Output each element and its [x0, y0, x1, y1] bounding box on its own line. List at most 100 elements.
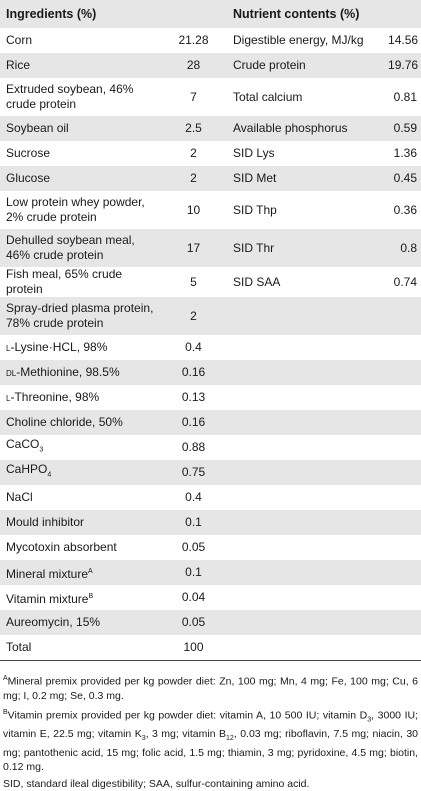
- ingredient-amount: 0.75: [160, 460, 228, 485]
- table-row: Rice 28 Crude protein 19.76: [0, 53, 421, 78]
- table-row: l-Threonine, 98% 0.13: [0, 385, 421, 410]
- nutrient-name: [227, 485, 382, 510]
- ingredient-name: Choline chloride, 50%: [0, 410, 160, 435]
- table-row: Mould inhibitor 0.1: [0, 510, 421, 535]
- ingredient-name: Corn: [6, 33, 33, 47]
- ingredient-amount: 0.1: [160, 510, 228, 535]
- ingredient-name: Mould inhibitor: [0, 510, 160, 535]
- footnote-abbreviations: SID, standard ileal digestibility; SAA, …: [3, 778, 310, 791]
- table-row: CaHPO4 0.75: [0, 460, 421, 485]
- ingredient-amount: 0.4: [185, 490, 202, 504]
- nutrient-value: [382, 510, 421, 535]
- nutrient-value: 0.8: [382, 229, 421, 267]
- nutrient-value: 0.81: [393, 89, 418, 104]
- ingredient-amount: 0.04: [181, 590, 206, 604]
- table-row: Dehulled soybean meal, 46% crude protein…: [0, 229, 421, 267]
- nutrient-name: [227, 585, 382, 610]
- nutrient-value: 0.45: [382, 166, 421, 191]
- table-row: Choline chloride, 50% 0.16: [0, 410, 421, 435]
- table-row: Mycotoxin absorbent 0.05: [0, 535, 421, 560]
- table-footnotes: AMineral premix provided per kg powder d…: [0, 661, 421, 791]
- table-row: Glucose 2 SID Met 0.45: [0, 166, 421, 191]
- ingredient-amount: 0.1: [160, 560, 228, 585]
- nutrient-value: 19.76: [382, 53, 421, 78]
- nutrient-name: [227, 510, 383, 535]
- nutrient-name: [227, 385, 382, 410]
- ingredient-name: NaCl: [6, 490, 33, 504]
- nutrient-name: SID Thr: [227, 229, 383, 267]
- nutrient-name: Digestible energy, MJ/kg: [233, 33, 364, 47]
- ingredient-amount: 0.16: [160, 360, 228, 385]
- ingredient-name: Total: [0, 635, 160, 661]
- nutrient-value: [382, 560, 421, 585]
- nutrient-name: [227, 635, 383, 661]
- ingredient-name: Glucose: [0, 166, 160, 191]
- ingredient-amount: 0.13: [181, 390, 206, 404]
- table-row: Corn 21.28 Digestible energy, MJ/kg 14.5…: [0, 28, 421, 53]
- ingredient-amount: 0.16: [160, 410, 228, 435]
- table-row: Aureomycin, 15% 0.05: [0, 610, 421, 635]
- nutrient-value: [382, 610, 421, 635]
- ingredient-name: CaCO3: [6, 437, 44, 454]
- nutrients-header: Nutrient contents (%): [227, 0, 421, 28]
- ingredient-amount: 21.28: [178, 33, 209, 47]
- ingredient-name: Spray-dried plasma protein, 78% crude pr…: [0, 297, 160, 335]
- ingredient-amount: 100: [160, 635, 228, 661]
- nutrient-value: 0.36: [393, 202, 418, 217]
- nutrient-name: Available phosphorus: [227, 116, 383, 141]
- ingredient-amount: 17: [160, 229, 228, 267]
- ingredients-header: Ingredients (%): [0, 0, 228, 28]
- ingredient-amount: 28: [160, 53, 228, 78]
- nutrient-value: 0.74: [393, 274, 418, 289]
- table-row: Spray-dried plasma protein, 78% crude pr…: [0, 297, 421, 335]
- nutrient-name: [227, 297, 383, 335]
- footnote-mineral: AMineral premix provided per kg powder d…: [3, 675, 418, 702]
- ingredient-amount: 2: [190, 146, 197, 160]
- ingredient-amount: 0.05: [181, 540, 206, 554]
- nutrient-value: [382, 410, 421, 435]
- table-row: Vitamin mixtureB 0.04: [0, 585, 421, 610]
- table-row: CaCO3 0.88: [0, 435, 421, 460]
- nutrient-name: Total calcium: [233, 89, 303, 104]
- header-row: Ingredients (%) Nutrient contents (%): [0, 0, 421, 28]
- ingredient-name: Vitamin mixtureB: [6, 591, 94, 606]
- nutrient-value: [382, 635, 421, 661]
- nutrient-name: SID Lys: [233, 146, 275, 160]
- ingredient-name: l-Threonine, 98%: [6, 390, 100, 404]
- nutrient-name: SID Thp: [233, 202, 277, 217]
- nutrient-value: [382, 297, 421, 335]
- nutrient-name: [227, 335, 382, 360]
- table-row: Soybean oil 2.5 Available phosphorus 0.5…: [0, 116, 421, 141]
- ingredient-name: Fish meal, 65% crude protein: [6, 267, 123, 296]
- ingredient-name: Aureomycin, 15%: [0, 610, 160, 635]
- table-row: l-Lysine·HCL, 98% 0.4: [0, 335, 421, 360]
- nutrient-value: [382, 335, 421, 360]
- table-row: NaCl 0.4: [0, 485, 421, 510]
- nutrient-value: [382, 360, 421, 385]
- ingredient-name: Extruded soybean, 46% crude protein: [6, 82, 134, 111]
- table-row: Sucrose 2 SID Lys 1.36: [0, 141, 421, 166]
- table-row: Mineral mixtureA 0.1: [0, 560, 421, 585]
- nutrient-value: [382, 385, 421, 410]
- nutrient-value: [382, 460, 421, 485]
- nutrient-name: SID SAA: [233, 274, 281, 289]
- nutrient-value: 14.56: [388, 33, 419, 47]
- nutrient-value: [382, 435, 421, 460]
- nutrient-name: [227, 460, 383, 485]
- ingredient-amount: 0.4: [185, 340, 202, 354]
- table-row: Fish meal, 65% crude protein 5 SID SAA 0…: [0, 267, 421, 297]
- ingredient-amount: 2: [160, 297, 228, 335]
- nutrient-value: [382, 585, 421, 610]
- ingredient-name: l-Lysine·HCL, 98%: [6, 340, 108, 354]
- nutrient-name: SID Met: [227, 166, 383, 191]
- table-row: dl-Methionine, 98.5% 0.16: [0, 360, 421, 385]
- diet-composition-table: Ingredients (%) Nutrient contents (%) Co…: [0, 0, 421, 661]
- nutrient-value: [382, 485, 421, 510]
- ingredient-amount: 0.05: [160, 610, 228, 635]
- nutrient-name: [227, 535, 382, 560]
- ingredient-name: Mycotoxin absorbent: [6, 540, 117, 554]
- ingredient-name: CaHPO4: [0, 460, 160, 485]
- nutrient-value: [382, 535, 421, 560]
- ingredient-amount: 2.5: [160, 116, 228, 141]
- nutrient-name: [227, 560, 383, 585]
